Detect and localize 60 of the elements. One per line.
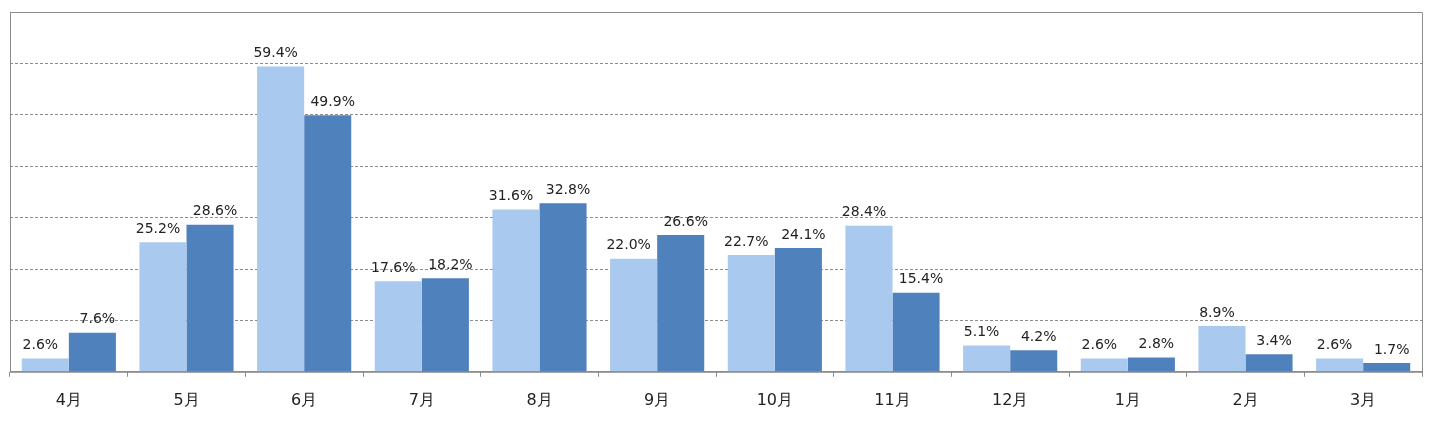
bar — [539, 203, 587, 372]
bar — [421, 278, 469, 372]
data-label: 3.4% — [1256, 331, 1292, 348]
data-label: 22.0% — [606, 236, 651, 253]
x-tick-label: 9月 — [644, 389, 671, 409]
x-tick-label: 7月 — [408, 389, 435, 409]
x-tick-label: 12月 — [991, 389, 1029, 409]
data-label: 18.2% — [428, 255, 473, 272]
x-tick-label: 3月 — [1350, 389, 1377, 409]
data-label: 31.6% — [488, 187, 534, 204]
bar — [727, 255, 775, 372]
bar — [892, 292, 940, 372]
x-tick-label: 11月 — [874, 389, 911, 409]
x-tick-label: 10月 — [756, 389, 794, 409]
data-label: 2.6% — [1081, 336, 1118, 353]
x-tick-label: 8月 — [526, 389, 553, 409]
bar — [1316, 358, 1364, 372]
x-tick-label: 6月 — [291, 389, 318, 409]
bar — [1363, 363, 1411, 372]
bar — [1198, 326, 1246, 372]
bar — [257, 66, 305, 372]
data-label: 1.7% — [1373, 340, 1410, 357]
data-label: 59.4% — [253, 44, 298, 61]
data-label: 26.6% — [663, 212, 708, 229]
x-tick-label: 4月 — [55, 389, 82, 409]
bar — [21, 358, 69, 372]
data-label: 24.1% — [781, 225, 826, 242]
bar — [1245, 354, 1293, 372]
data-label: 32.8% — [545, 180, 591, 197]
bar — [774, 247, 822, 372]
bar — [186, 224, 234, 372]
data-label: 8.9% — [1199, 303, 1235, 320]
data-label: 28.6% — [192, 202, 238, 219]
data-label: 2.6% — [1316, 336, 1353, 353]
bar — [610, 258, 658, 372]
data-label: 2.6% — [22, 336, 59, 353]
data-label: 22.7% — [724, 232, 769, 249]
data-label: 28.4% — [841, 203, 887, 220]
bar — [1080, 358, 1128, 372]
x-tick-label: 2月 — [1232, 389, 1259, 409]
bar — [657, 235, 705, 372]
bar — [963, 345, 1011, 372]
data-label: 7.6% — [79, 310, 116, 327]
bar — [68, 332, 116, 372]
data-label: 15.4% — [898, 270, 944, 287]
data-label: 4.2% — [1020, 327, 1057, 344]
bar — [304, 115, 352, 372]
data-label: 49.9% — [310, 92, 355, 109]
bar — [845, 225, 893, 372]
data-label: 5.1% — [963, 323, 1000, 340]
bar — [374, 281, 422, 372]
bar — [1010, 350, 1058, 372]
data-label: 2.8% — [1138, 335, 1175, 352]
bar — [492, 209, 540, 372]
data-label: 17.6% — [371, 258, 416, 275]
x-tick-label: 5月 — [173, 389, 200, 409]
bar — [1127, 357, 1175, 372]
bar — [139, 242, 187, 372]
data-label: 25.2% — [135, 219, 181, 236]
x-tick-label: 1月 — [1114, 389, 1141, 409]
